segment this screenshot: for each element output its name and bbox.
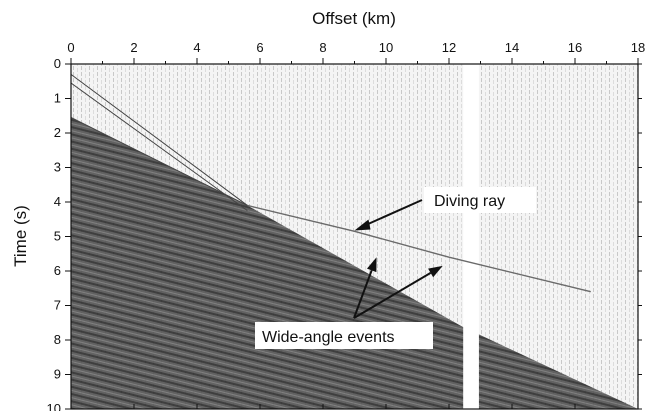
wide-angle-label-box <box>255 322 433 349</box>
diving-ray-arrow-line <box>362 199 423 228</box>
wide-angle-arrowhead-0 <box>366 257 377 273</box>
annotations: Diving ray Wide-angle events <box>255 187 536 349</box>
y-tick-label: 8 <box>54 332 61 347</box>
x-tick-label: 4 <box>193 40 200 55</box>
wide-angle-label: Wide-angle events <box>262 329 395 346</box>
y-tick-label: 6 <box>54 263 61 278</box>
y-tick-label: 10 <box>47 401 61 411</box>
x-tick-label: 6 <box>256 40 263 55</box>
diving-ray-arrowhead <box>354 219 371 231</box>
plot-area <box>71 64 638 409</box>
x-axis-title: Offset (km) <box>312 9 396 28</box>
x-tick-label: 12 <box>442 40 456 55</box>
wide-angle-arrow-line-1 <box>353 272 432 319</box>
diving-ray-label: Diving ray <box>434 193 505 210</box>
streak-line-2 <box>71 117 248 206</box>
gap-trace <box>463 64 479 409</box>
y-tick-label: 1 <box>54 91 61 106</box>
wide-angle-arrowhead-1 <box>428 265 443 278</box>
y-tick-label: 0 <box>54 56 61 71</box>
x-tick-label: 14 <box>505 40 519 55</box>
streak-line-1 <box>71 82 248 212</box>
x-tick-label: 8 <box>319 40 326 55</box>
x-tick-label: 2 <box>130 40 137 55</box>
y-axis-title: Time (s) <box>11 205 30 267</box>
y-axis-ticks: 0 1 2 3 4 5 6 7 8 9 10 <box>47 56 642 411</box>
diving-ray-label-box <box>424 187 536 213</box>
x-tick-label: 16 <box>568 40 582 55</box>
x-tick-label: 10 <box>379 40 393 55</box>
y-tick-label: 2 <box>54 125 61 140</box>
y-tick-label: 5 <box>54 229 61 244</box>
wavefield-dark-region <box>71 117 638 409</box>
streak-line-0 <box>71 73 248 206</box>
diving-ray-line <box>247 204 591 293</box>
y-tick-label: 3 <box>54 160 61 175</box>
y-tick-label: 7 <box>54 298 61 313</box>
x-axis-ticks: 0 2 4 6 8 10 12 14 16 18 <box>67 40 645 409</box>
x-tick-label: 18 <box>631 40 645 55</box>
x-tick-label: 0 <box>67 40 74 55</box>
y-tick-label: 4 <box>54 194 61 209</box>
wide-angle-arrow-line-0 <box>353 269 373 319</box>
y-tick-label: 9 <box>54 367 61 382</box>
